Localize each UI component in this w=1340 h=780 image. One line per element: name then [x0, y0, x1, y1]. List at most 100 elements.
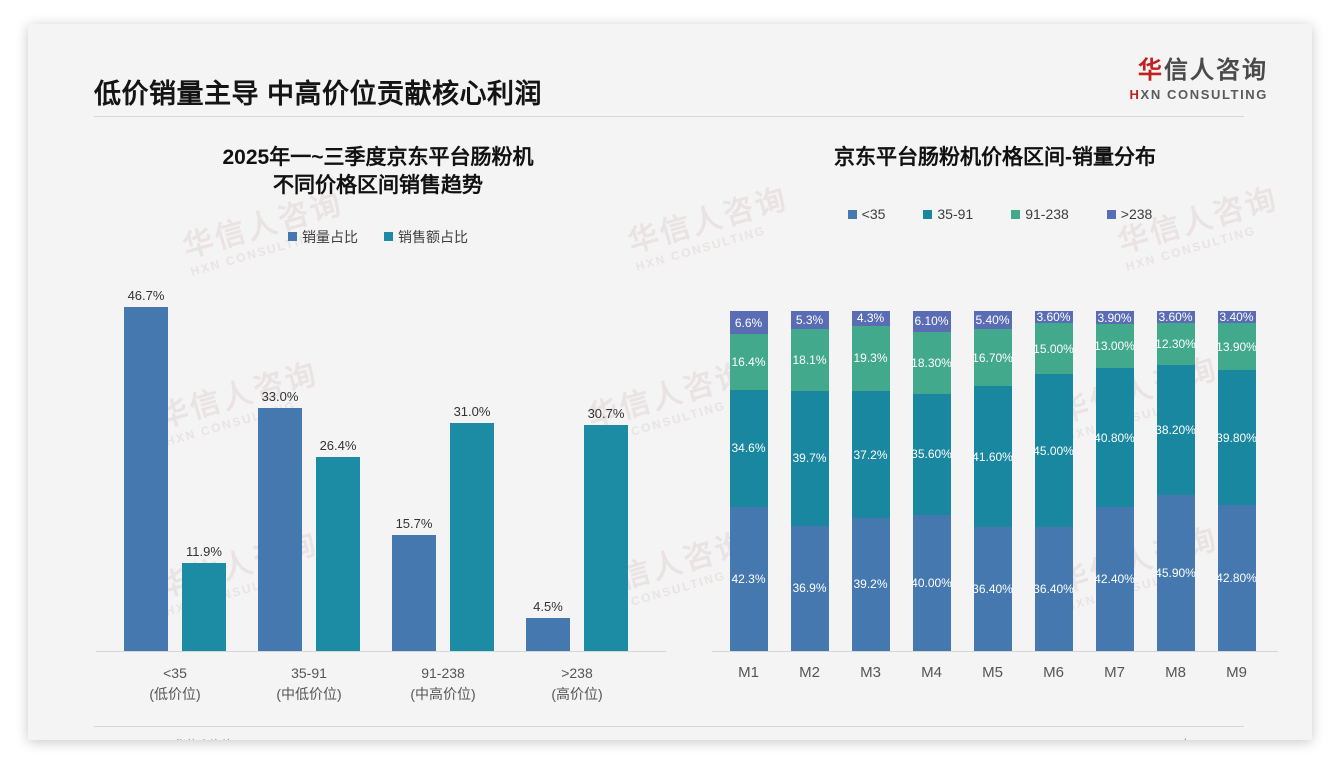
- x-axis-label-sub: (中低价位): [276, 686, 342, 702]
- stacked-bar-column: 3.40% 13.90% 39.80% 42.80% M9: [1208, 310, 1265, 681]
- bar-wrapper: 46.7%: [124, 288, 168, 651]
- stacked-bar-segment[interactable]: 37.2%: [851, 391, 890, 518]
- segment-value-label: 36.9%: [792, 581, 827, 596]
- stacked-bar-segment[interactable]: 36.40%: [1033, 527, 1074, 651]
- stacked-bar-segment[interactable]: 40.00%: [911, 515, 952, 651]
- stacked-bar-segment[interactable]: 41.60%: [972, 386, 1013, 528]
- logo-en-rest: XN CONSULTING: [1140, 87, 1268, 103]
- stacked-bar-segment[interactable]: 3.60%: [1034, 310, 1073, 324]
- bar[interactable]: 11.9%: [182, 544, 226, 651]
- stacked-bar-segment[interactable]: 13.90%: [1216, 322, 1257, 371]
- stacked-bar-segment[interactable]: 42.40%: [1094, 506, 1135, 651]
- company-logo: 华信人咨询 HXN CONSULTING: [1130, 57, 1268, 103]
- bar[interactable]: 33.0%: [258, 389, 302, 651]
- bar-value-label: 11.9%: [186, 544, 222, 559]
- stacked-bar-segment[interactable]: 39.80%: [1216, 370, 1257, 506]
- x-axis-label: M1: [738, 664, 759, 681]
- stacked-bar-segment[interactable]: 5.40%: [973, 310, 1012, 330]
- x-axis-label: M2: [799, 664, 820, 681]
- segment-value-label: 16.4%: [731, 354, 766, 369]
- stacked-bar-segment[interactable]: 35.60%: [911, 393, 952, 515]
- stacked-bar-segment[interactable]: 39.7%: [790, 390, 829, 526]
- stacked-bar-column: 3.90% 13.00% 40.80% 42.40% M7: [1086, 310, 1143, 681]
- stacked-bar-column: 6.10% 18.30% 35.60% 40.00% M4: [903, 311, 960, 681]
- stacked-bar-segment[interactable]: 38.20%: [1155, 365, 1196, 495]
- bar[interactable]: 46.7%: [124, 288, 168, 651]
- bar-group: 46.7% 11.9% <35 (低价位): [114, 283, 236, 702]
- stacked-bar-segment[interactable]: 40.80%: [1094, 368, 1135, 507]
- stacked-bar-segment[interactable]: 16.4%: [729, 333, 768, 390]
- stacked-bar-segment[interactable]: 42.3%: [729, 507, 768, 651]
- bar[interactable]: 30.7%: [584, 406, 628, 651]
- legend-item-right-2[interactable]: 91-238: [1011, 206, 1069, 222]
- stacked-bar-segment[interactable]: 6.6%: [729, 311, 768, 334]
- stacked-bar-segment[interactable]: 18.30%: [911, 331, 952, 394]
- stacked-bar-segment[interactable]: 39.2%: [851, 517, 890, 651]
- bar-group: 33.0% 26.4% 35-91 (中低价位): [248, 283, 370, 702]
- stacked-bar-column: 5.3% 18.1% 39.7% 36.9% M2: [781, 311, 838, 681]
- bar-group-bars: 46.7% 11.9%: [114, 283, 236, 651]
- bar-group: 15.7% 31.0% 91-238 (中高价位): [382, 283, 504, 702]
- legend-item-left-0[interactable]: 销量占比: [288, 227, 358, 247]
- stacked-bar-segment[interactable]: 3.90%: [1095, 310, 1134, 325]
- segment-value-label: 34.6%: [731, 441, 766, 456]
- x-axis-label-main: 91-238: [421, 665, 465, 681]
- stacked-bar-segment[interactable]: 16.70%: [972, 329, 1013, 387]
- segment-value-label: 40.00%: [911, 576, 952, 590]
- stacked-bar-segment[interactable]: 4.3%: [851, 311, 890, 326]
- bar-group-bars: 4.5% 30.7%: [516, 283, 638, 651]
- stacked-bar-segment[interactable]: 45.00%: [1033, 374, 1074, 528]
- stacked-bar-segment[interactable]: 13.00%: [1094, 324, 1135, 369]
- bar-value-label: 15.7%: [395, 516, 433, 531]
- segment-value-label: 4.3%: [856, 311, 885, 326]
- bar[interactable]: 15.7%: [392, 516, 436, 651]
- segment-value-label: 42.80%: [1216, 571, 1257, 586]
- stacked-bar-segment[interactable]: 3.40%: [1217, 310, 1256, 324]
- legend-item-left-1[interactable]: 销售额占比: [384, 227, 468, 247]
- segment-value-label: 36.40%: [1033, 582, 1074, 597]
- x-axis-label-main: 35-91: [291, 665, 327, 681]
- stacked-bar-segment[interactable]: 3.60%: [1156, 310, 1195, 324]
- bar[interactable]: 26.4%: [316, 438, 360, 651]
- stacked-bar-segment[interactable]: 19.3%: [851, 325, 890, 392]
- legend-item-right-0[interactable]: <35: [847, 206, 885, 222]
- stacked-bar-segment[interactable]: 36.9%: [790, 525, 829, 651]
- chart-right-axis: [712, 651, 1278, 652]
- stacked-bar-segment[interactable]: 15.00%: [1033, 323, 1074, 375]
- bar-wrapper: 26.4%: [316, 438, 360, 651]
- segment-value-label: 3.90%: [1097, 310, 1132, 325]
- legend-item-right-3[interactable]: >238: [1106, 206, 1152, 222]
- stacked-bar-segment[interactable]: 18.1%: [790, 329, 829, 391]
- segment-value-label: 13.90%: [1216, 339, 1257, 354]
- stacked-bar-column: 6.6% 16.4% 34.6% 42.3% M1: [720, 311, 777, 681]
- bar-wrapper: 11.9%: [182, 544, 226, 651]
- segment-value-label: 5.40%: [975, 313, 1010, 328]
- chart-right-legend: <35 35-91 91-238 >238: [700, 206, 1290, 222]
- stacked-bar-segment[interactable]: 6.10%: [912, 311, 951, 332]
- segment-value-label: 36.40%: [972, 582, 1013, 597]
- bar-group: 4.5% 30.7% >238 (高价位): [516, 283, 638, 702]
- legend-item-right-1[interactable]: 35-91: [923, 206, 973, 222]
- segment-value-label: 15.00%: [1033, 341, 1074, 356]
- chart-left-axis: [96, 651, 666, 652]
- segment-value-label: 18.30%: [911, 355, 952, 370]
- x-axis-label: 91-238 (中高价位): [382, 663, 504, 705]
- x-axis-label-main: <35: [163, 665, 187, 681]
- segment-value-label: 35.60%: [911, 447, 952, 462]
- x-axis-label: M8: [1165, 664, 1186, 681]
- bar[interactable]: 4.5%: [526, 599, 570, 651]
- slide-header: 低价销量主导 中高价位贡献核心利润 华信人咨询 HXN CONSULTING: [28, 24, 1312, 117]
- legend-swatch-icon: [1011, 209, 1021, 219]
- segment-value-label: 45.00%: [1033, 443, 1074, 458]
- stacked-bar-segment[interactable]: 42.80%: [1216, 505, 1257, 651]
- bar[interactable]: 31.0%: [450, 404, 494, 651]
- logo-cn-accent: 华: [1138, 57, 1164, 84]
- stacked-bar-segment[interactable]: 45.90%: [1155, 494, 1196, 651]
- legend-label: 销售额占比: [398, 228, 468, 245]
- stacked-bar-segment[interactable]: 5.3%: [790, 311, 829, 330]
- stacked-bar-column: 5.40% 16.70% 41.60% 36.40% M5: [964, 310, 1021, 681]
- stacked-bar-segment[interactable]: 12.30%: [1155, 323, 1196, 366]
- stacked-bar-segment[interactable]: 34.6%: [729, 389, 768, 508]
- x-axis-label-sub: (中高价位): [410, 686, 476, 702]
- stacked-bar-segment[interactable]: 36.40%: [972, 527, 1013, 651]
